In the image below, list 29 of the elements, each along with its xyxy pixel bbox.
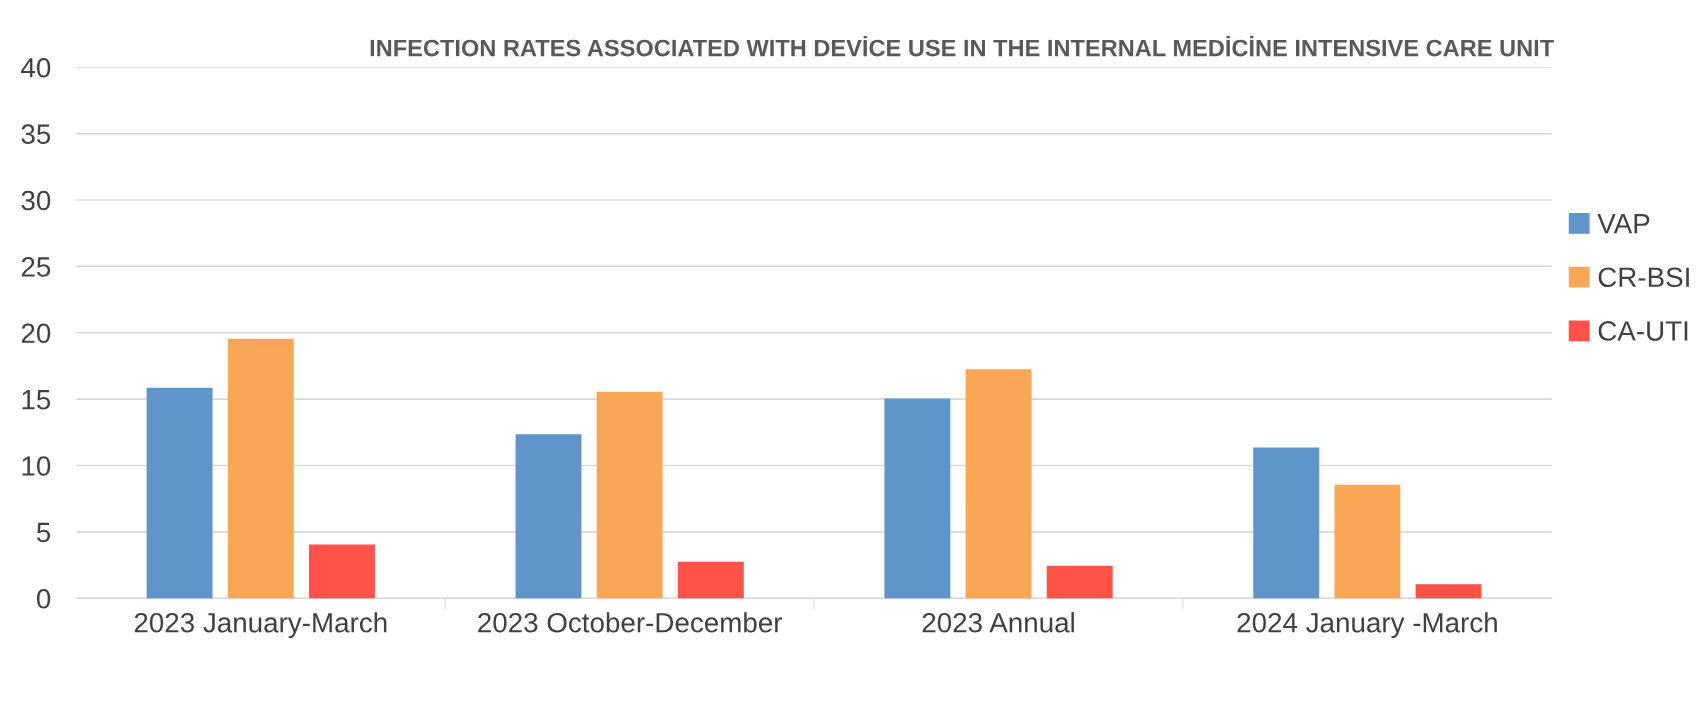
y-tick-label: 5 — [36, 522, 51, 543]
x-tick-label: 2024 January -March — [1237, 612, 1497, 639]
legend-label: VAP — [1597, 214, 1650, 234]
bar — [1046, 565, 1113, 599]
x-tick-label: 2023 Annual — [922, 612, 1074, 633]
bar — [308, 544, 375, 599]
legend-label: CR-BSI — [1598, 267, 1689, 288]
bar — [596, 391, 663, 599]
bar — [1415, 584, 1482, 599]
legend-label: CA-UTI — [1598, 321, 1688, 341]
y-tick-label: 25 — [21, 257, 51, 277]
x-tick-label: 2023 January-March — [134, 612, 387, 639]
bar — [965, 369, 1032, 599]
bar — [1253, 447, 1320, 599]
bar — [515, 434, 582, 599]
bar — [146, 387, 213, 599]
x-tick-label: 2023 October-December — [478, 612, 783, 633]
bar — [884, 398, 951, 599]
y-tick-label: 0 — [36, 588, 51, 609]
y-tick-label: 10 — [22, 456, 51, 476]
chart-title: INFECTION RATES ASSOCIATED WITH DEVİCE USE IN THE INTERNAL MEDİCİNE INTENSIVE CARE UNIT — [370, 35, 1554, 57]
bar — [1334, 484, 1401, 599]
bar — [677, 561, 744, 599]
y-tick-label: 15 — [22, 390, 51, 410]
y-tick-label: 30 — [21, 190, 51, 211]
y-tick-label: 35 — [21, 124, 51, 144]
y-tick-label: 20 — [21, 323, 51, 344]
y-tick-label: 40 — [21, 57, 51, 78]
bar — [227, 338, 294, 599]
